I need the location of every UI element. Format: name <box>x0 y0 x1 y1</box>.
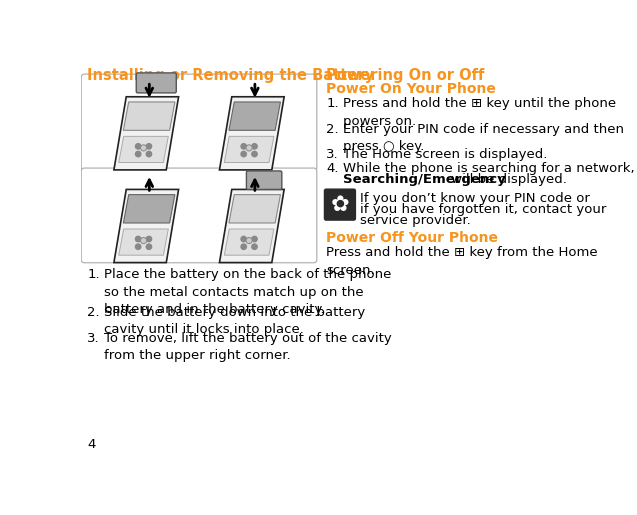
Circle shape <box>252 236 257 242</box>
Circle shape <box>147 144 152 149</box>
Circle shape <box>241 144 247 149</box>
Circle shape <box>241 244 247 249</box>
Polygon shape <box>118 229 168 255</box>
Text: Slide the battery down into the battery
cavity until it locks into place.: Slide the battery down into the battery … <box>104 305 366 336</box>
Polygon shape <box>114 190 178 263</box>
Circle shape <box>136 144 141 149</box>
Circle shape <box>147 151 152 157</box>
FancyBboxPatch shape <box>82 168 317 263</box>
Text: 4: 4 <box>87 438 96 452</box>
Polygon shape <box>220 190 284 263</box>
Polygon shape <box>118 136 168 163</box>
Text: 3.: 3. <box>87 332 100 345</box>
Polygon shape <box>224 136 274 163</box>
Text: If you don’t know your PIN code or: If you don’t know your PIN code or <box>360 192 590 205</box>
Circle shape <box>147 244 152 249</box>
Text: 1.: 1. <box>87 268 100 281</box>
Text: will be displayed.: will be displayed. <box>447 174 567 186</box>
FancyBboxPatch shape <box>324 188 356 221</box>
Text: ✿: ✿ <box>331 195 349 215</box>
FancyBboxPatch shape <box>82 74 317 171</box>
Text: Power Off Your Phone: Power Off Your Phone <box>326 231 498 245</box>
Circle shape <box>147 236 152 242</box>
Text: While the phone is searching for a network,: While the phone is searching for a netwo… <box>343 162 634 175</box>
Circle shape <box>136 151 141 157</box>
Text: 4.: 4. <box>326 162 339 175</box>
Circle shape <box>141 237 147 244</box>
Text: Place the battery on the back of the phone
so the metal contacts match up on the: Place the battery on the back of the pho… <box>104 268 392 316</box>
Text: Searching/Emergency: Searching/Emergency <box>343 174 506 186</box>
Text: Press and hold the ⊞ key until the phone
powers on.: Press and hold the ⊞ key until the phone… <box>343 97 616 128</box>
Polygon shape <box>124 102 175 130</box>
Circle shape <box>246 237 252 244</box>
Text: 2.: 2. <box>87 305 100 318</box>
FancyBboxPatch shape <box>136 73 176 93</box>
Circle shape <box>252 244 257 249</box>
Text: 3.: 3. <box>326 148 339 161</box>
Text: The Home screen is displayed.: The Home screen is displayed. <box>343 148 547 161</box>
Polygon shape <box>229 195 280 223</box>
Text: Press and hold the ⊞ key from the Home
screen.: Press and hold the ⊞ key from the Home s… <box>326 246 598 277</box>
Circle shape <box>252 144 257 149</box>
Text: Power On Your Phone: Power On Your Phone <box>326 82 496 96</box>
Polygon shape <box>220 97 284 170</box>
Circle shape <box>246 145 252 151</box>
Circle shape <box>136 244 141 249</box>
Circle shape <box>252 151 257 157</box>
Text: Enter your PIN code if necessary and then
press ○ key.: Enter your PIN code if necessary and the… <box>343 123 624 153</box>
Text: service provider.: service provider. <box>360 214 471 227</box>
Text: Powering On or Off: Powering On or Off <box>326 68 485 83</box>
Text: 1.: 1. <box>326 97 339 110</box>
Text: Installing or Removing the Battery: Installing or Removing the Battery <box>87 68 375 83</box>
Polygon shape <box>124 195 175 223</box>
Polygon shape <box>114 97 178 170</box>
Circle shape <box>241 151 247 157</box>
Circle shape <box>136 236 141 242</box>
Polygon shape <box>224 229 274 255</box>
Text: if you have forgotten it, contact your: if you have forgotten it, contact your <box>360 203 606 216</box>
Polygon shape <box>229 102 280 130</box>
Circle shape <box>241 236 247 242</box>
Circle shape <box>141 145 147 151</box>
Text: 2.: 2. <box>326 123 339 135</box>
FancyBboxPatch shape <box>247 171 282 190</box>
Text: To remove, lift the battery out of the cavity
from the upper right corner.: To remove, lift the battery out of the c… <box>104 332 392 362</box>
